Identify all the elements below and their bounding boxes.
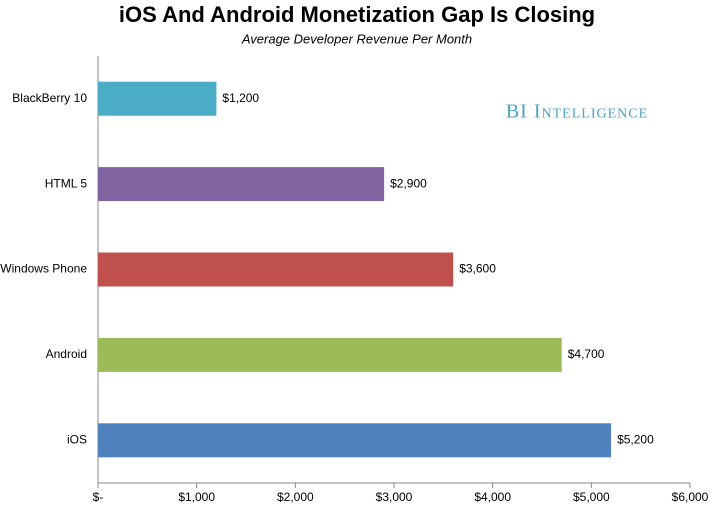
value-label: $3,600 — [459, 262, 496, 276]
x-tick-label: $- — [93, 490, 104, 504]
x-tick-label: $6,000 — [672, 490, 709, 504]
value-label: $4,700 — [568, 347, 605, 361]
chart-title: iOS And Android Monetization Gap Is Clos… — [119, 2, 595, 27]
y-tick-label: HTML 5 — [45, 176, 88, 190]
bar — [98, 337, 562, 372]
y-tick-label: Android — [46, 347, 87, 361]
y-tick-label: BlackBerry 10 — [12, 91, 87, 105]
bar — [98, 423, 612, 458]
bar — [98, 167, 385, 202]
x-tick-label: $4,000 — [474, 490, 511, 504]
y-tick-label: iOS — [67, 432, 87, 446]
bar — [98, 252, 454, 287]
y-tick-label: Windows Phone — [0, 262, 87, 276]
watermark: BI Intelligence — [506, 101, 648, 123]
x-tick-label: $1,000 — [178, 490, 215, 504]
value-label: $2,900 — [390, 176, 427, 190]
value-label: $1,200 — [222, 91, 259, 105]
value-label: $5,200 — [617, 432, 654, 446]
bar — [98, 81, 217, 116]
x-tick-label: $2,000 — [277, 490, 314, 504]
x-tick-label: $5,000 — [573, 490, 610, 504]
x-tick-label: $3,000 — [376, 490, 413, 504]
chart-subtitle: Average Developer Revenue Per Month — [241, 31, 472, 46]
